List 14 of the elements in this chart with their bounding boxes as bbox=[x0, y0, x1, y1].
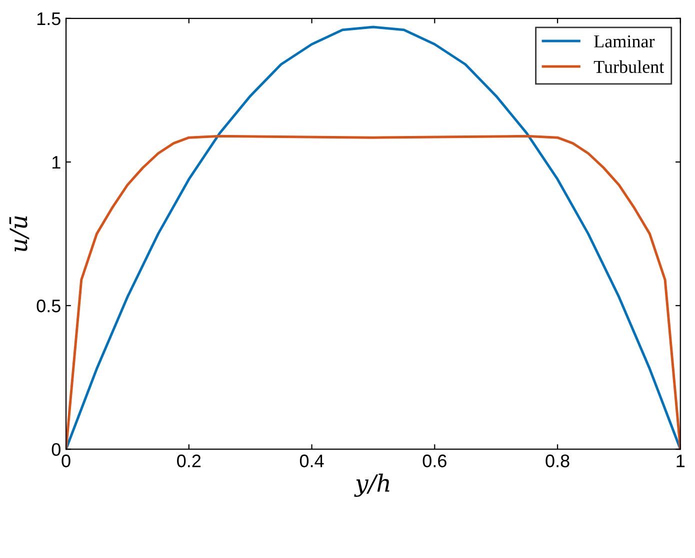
x-tick-label: 0.6 bbox=[422, 454, 446, 468]
x-axis-title: y/h bbox=[354, 474, 390, 497]
x-tick-label: 1 bbox=[676, 454, 685, 468]
legend-label: Turbulent bbox=[594, 60, 664, 73]
legend-label: Laminar bbox=[594, 35, 655, 48]
y-tick-label: 0 bbox=[52, 443, 60, 456]
y-axis-title: u/ū bbox=[9, 216, 30, 252]
x-tick-label: 0 bbox=[62, 454, 70, 468]
y-tick-label: 1.5 bbox=[37, 12, 60, 26]
y-tick-label: 1 bbox=[52, 156, 60, 169]
x-tick-label: 0.2 bbox=[177, 454, 201, 468]
x-tick-label: 0.8 bbox=[546, 454, 570, 468]
y-tick-label: 0.5 bbox=[36, 300, 60, 312]
x-tick-label: 0.4 bbox=[300, 454, 324, 468]
